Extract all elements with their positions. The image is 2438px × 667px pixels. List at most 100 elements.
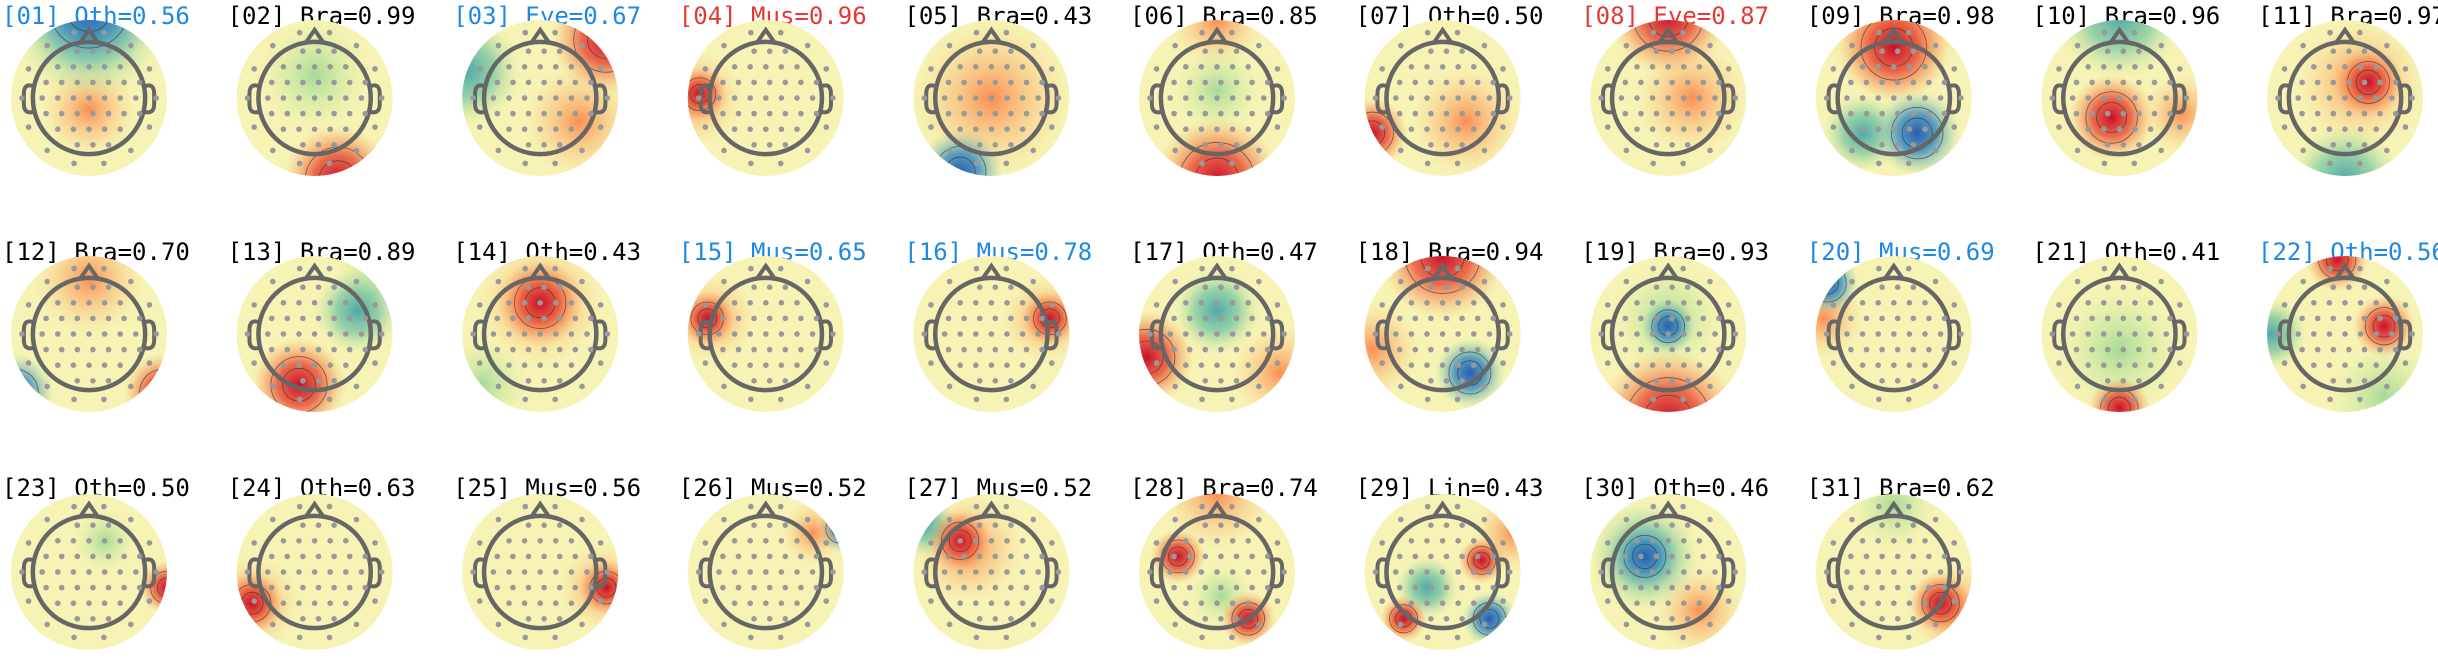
electrode	[1256, 147, 1262, 154]
electrode	[71, 634, 77, 641]
electrode	[579, 516, 585, 523]
electrode	[2147, 95, 2154, 101]
electrode	[311, 569, 318, 575]
contour-line	[139, 368, 167, 412]
electrode	[1003, 396, 1010, 403]
electrode	[315, 110, 322, 117]
electrode	[136, 110, 143, 117]
electrode	[86, 331, 92, 337]
electrode	[941, 569, 948, 575]
electrode	[1732, 569, 1739, 575]
electrode	[105, 142, 112, 148]
electrode	[973, 126, 979, 132]
electrode	[269, 147, 276, 154]
electrode	[1454, 503, 1461, 510]
electrode	[1030, 147, 1037, 154]
electrode	[1443, 553, 1450, 560]
electrode	[521, 538, 528, 544]
electrode	[1372, 331, 1379, 337]
electrode	[1669, 110, 1675, 117]
head-nose	[2108, 26, 2131, 44]
electrode	[1183, 538, 1189, 544]
electrode	[117, 331, 123, 337]
electrode	[541, 584, 547, 591]
electrode	[2120, 110, 2127, 117]
electrode	[1256, 278, 1262, 285]
electrode	[1700, 584, 1707, 591]
electrode	[1229, 634, 1235, 641]
electrode	[541, 553, 547, 560]
electrode	[1696, 362, 1703, 369]
electrode	[522, 29, 529, 36]
electrode	[1372, 95, 1379, 101]
electrode	[782, 79, 789, 86]
electrode	[101, 29, 107, 36]
field-blob	[1839, 20, 1949, 102]
electrode	[300, 584, 306, 591]
electrode	[521, 362, 528, 369]
electrode	[1055, 95, 1062, 101]
electrode	[1153, 540, 1160, 546]
electrode	[1229, 95, 1236, 101]
electrode	[19, 569, 25, 575]
electrode	[146, 302, 153, 308]
head-outline	[932, 275, 1050, 393]
electrode	[695, 569, 702, 575]
electrode	[1397, 147, 1404, 154]
electrode	[1649, 331, 1656, 337]
electrode	[1653, 522, 1660, 528]
electrode	[19, 95, 25, 101]
electrode	[1233, 584, 1240, 591]
electrode	[1004, 95, 1010, 101]
electrode	[1249, 79, 1255, 86]
contour-line	[157, 577, 167, 598]
electrode	[1424, 95, 1430, 101]
electrode	[2346, 142, 2352, 148]
electrode	[1910, 110, 1917, 117]
component-panel: [14] Oth=0.43	[453, 238, 641, 412]
electrode	[1049, 540, 1055, 546]
field-blob	[2088, 376, 2151, 412]
electrode	[1681, 95, 1687, 101]
electrode	[1716, 584, 1722, 591]
electrode	[353, 516, 360, 523]
electrode	[372, 66, 378, 72]
electrode	[117, 538, 123, 544]
electrode	[2136, 284, 2142, 291]
electrode	[1623, 278, 1630, 285]
electrode	[1379, 302, 1385, 308]
electrode	[1214, 64, 1220, 70]
electrode	[1008, 79, 1014, 86]
electrode	[510, 553, 516, 560]
electrode	[1443, 346, 1450, 353]
electrode	[71, 396, 77, 403]
electrode	[804, 383, 811, 390]
electrode	[2409, 95, 2415, 101]
electrode	[1876, 29, 1882, 36]
electrode	[1681, 569, 1687, 575]
electrode	[315, 522, 322, 528]
electrode	[2177, 360, 2183, 366]
electrode	[71, 160, 77, 167]
electrode	[327, 362, 334, 369]
electrode	[766, 616, 773, 622]
electrode	[1849, 383, 1855, 390]
electrode	[1264, 346, 1271, 353]
electrode	[2116, 300, 2123, 306]
electrode	[553, 331, 559, 337]
electrode	[1665, 362, 1671, 369]
electrode	[1951, 124, 1958, 130]
electrode	[1471, 538, 1477, 544]
electrode	[961, 584, 967, 591]
component-panel: [27] Mus=0.52	[904, 474, 1092, 650]
electrode	[1019, 569, 1026, 575]
electrode	[1891, 569, 1897, 575]
electrode	[1186, 315, 1193, 322]
electrode	[1665, 600, 1671, 606]
electrode	[311, 331, 318, 337]
electrode	[2402, 302, 2409, 308]
electrode	[1500, 598, 1506, 604]
electrode	[988, 300, 995, 306]
electrode	[1428, 346, 1434, 353]
electrode	[101, 300, 108, 306]
